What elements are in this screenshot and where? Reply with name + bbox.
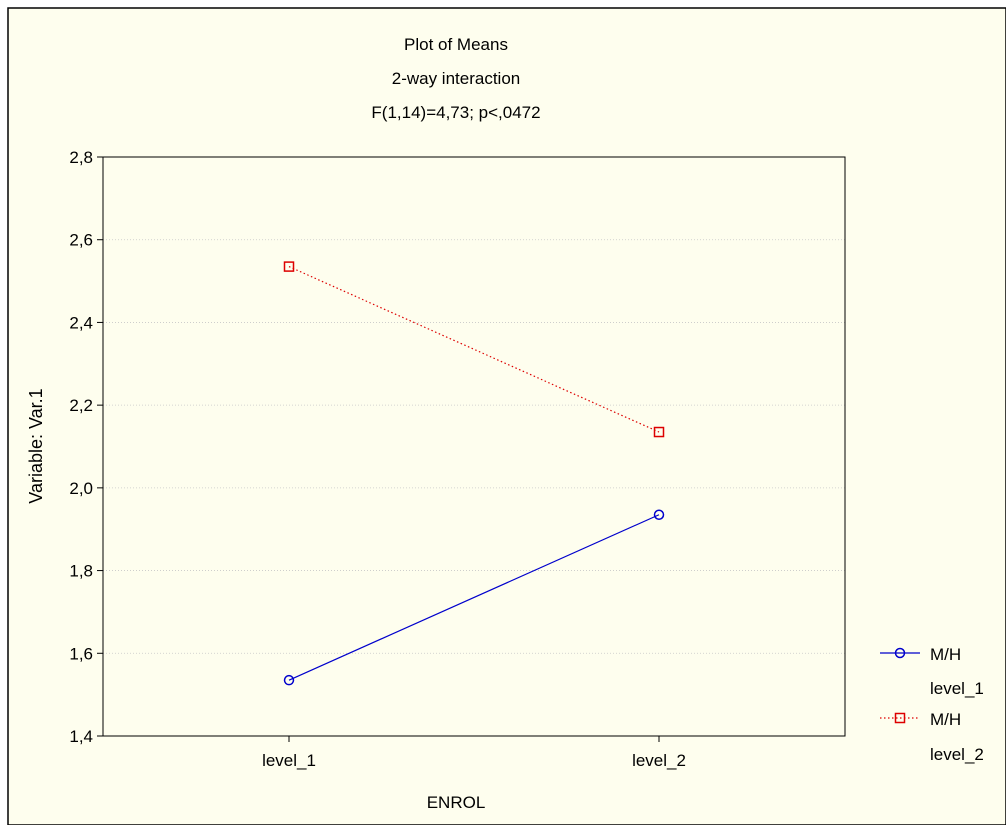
data-point-series-2 bbox=[653, 426, 665, 438]
y-tick-label: 2,4 bbox=[69, 313, 93, 332]
y-tick-label: 2,2 bbox=[69, 396, 93, 415]
y-axis-label: Variable: Var.1 bbox=[26, 388, 46, 503]
y-tick-label: 2,8 bbox=[69, 148, 93, 167]
legend-label-series-1: M/H bbox=[930, 645, 961, 664]
series-layer bbox=[283, 261, 665, 686]
x-tick-label: level_2 bbox=[632, 751, 686, 770]
chart-subtitle: 2-way interaction bbox=[392, 69, 521, 88]
chart-background bbox=[7, 7, 1006, 825]
series-line-1 bbox=[288, 514, 660, 681]
x-axis-label: ENROL bbox=[427, 793, 486, 812]
y-tick-label: 1,8 bbox=[69, 562, 93, 581]
legend-label-series-2: M/H bbox=[930, 710, 961, 729]
data-point-series-1 bbox=[653, 509, 665, 520]
grid-lines bbox=[103, 239, 845, 654]
x-tick-label: level_1 bbox=[262, 751, 316, 770]
legend-marker-series-2 bbox=[894, 712, 906, 724]
data-point-series-2 bbox=[283, 261, 295, 272]
y-tick-label: 2,6 bbox=[69, 231, 93, 250]
y-tick-label: 1,4 bbox=[69, 727, 93, 746]
legend-marker-series-1 bbox=[894, 647, 906, 659]
chart-statistic: F(1,14)=4,73; p<,0472 bbox=[371, 103, 540, 122]
y-tick-label: 2,0 bbox=[69, 479, 93, 498]
legend-sublabel-series-1: level_1 bbox=[930, 679, 984, 698]
axis-ticks: 1,4 1,6 1,8 2,0 2,2 2,4 2,6 2,8 level_1 level_2 bbox=[69, 148, 686, 770]
plot-area bbox=[102, 156, 846, 737]
y-tick-label: 1,6 bbox=[69, 644, 93, 663]
data-point-series-1 bbox=[283, 674, 295, 686]
legend: M/H level_1 M/H level_2 bbox=[880, 645, 984, 764]
legend-sublabel-series-2: level_2 bbox=[930, 745, 984, 764]
chart-title: Plot of Means bbox=[404, 35, 508, 54]
